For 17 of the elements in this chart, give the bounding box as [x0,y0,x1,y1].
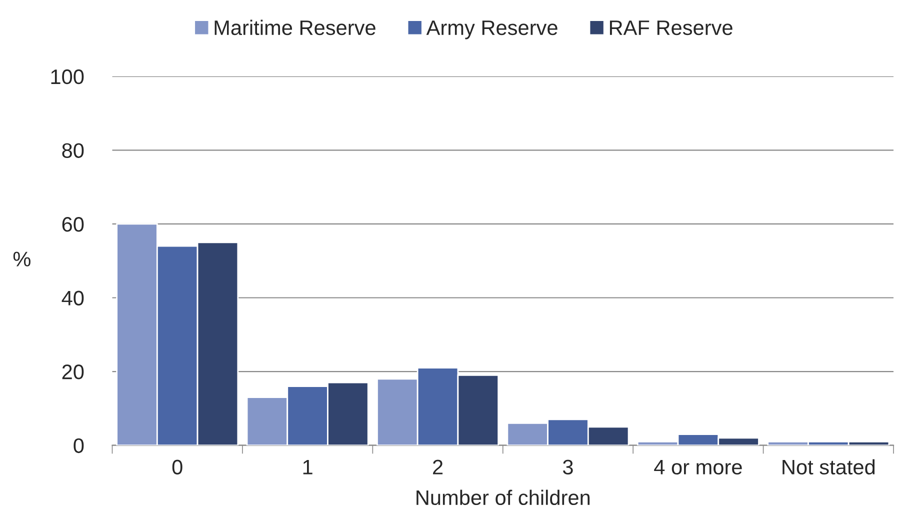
legend-label: Army Reserve [426,20,558,40]
x-axis-title: Number of children [416,490,590,506]
legend-label: RAF Reserve [610,20,732,36]
y-tick-label: 100 [51,69,84,84]
y-tick-label: 60 [62,216,84,232]
x-tick-label: 0 [172,460,182,475]
x-tick-label: 4 or more [654,460,742,475]
y-axis-title: % [13,252,30,266]
legend-label: Maritime Reserve [214,20,376,36]
x-tick-label: 1 [303,460,312,474]
y-tick-label: 0 [74,438,84,454]
x-tick-label: 2 [433,460,443,474]
x-tick-label: Not stated [782,459,875,475]
x-tick-label: 3 [562,460,573,475]
y-tick-label: 80 [62,143,84,158]
y-tick-label: 40 [62,290,84,306]
y-tick-label: 20 [62,364,84,380]
